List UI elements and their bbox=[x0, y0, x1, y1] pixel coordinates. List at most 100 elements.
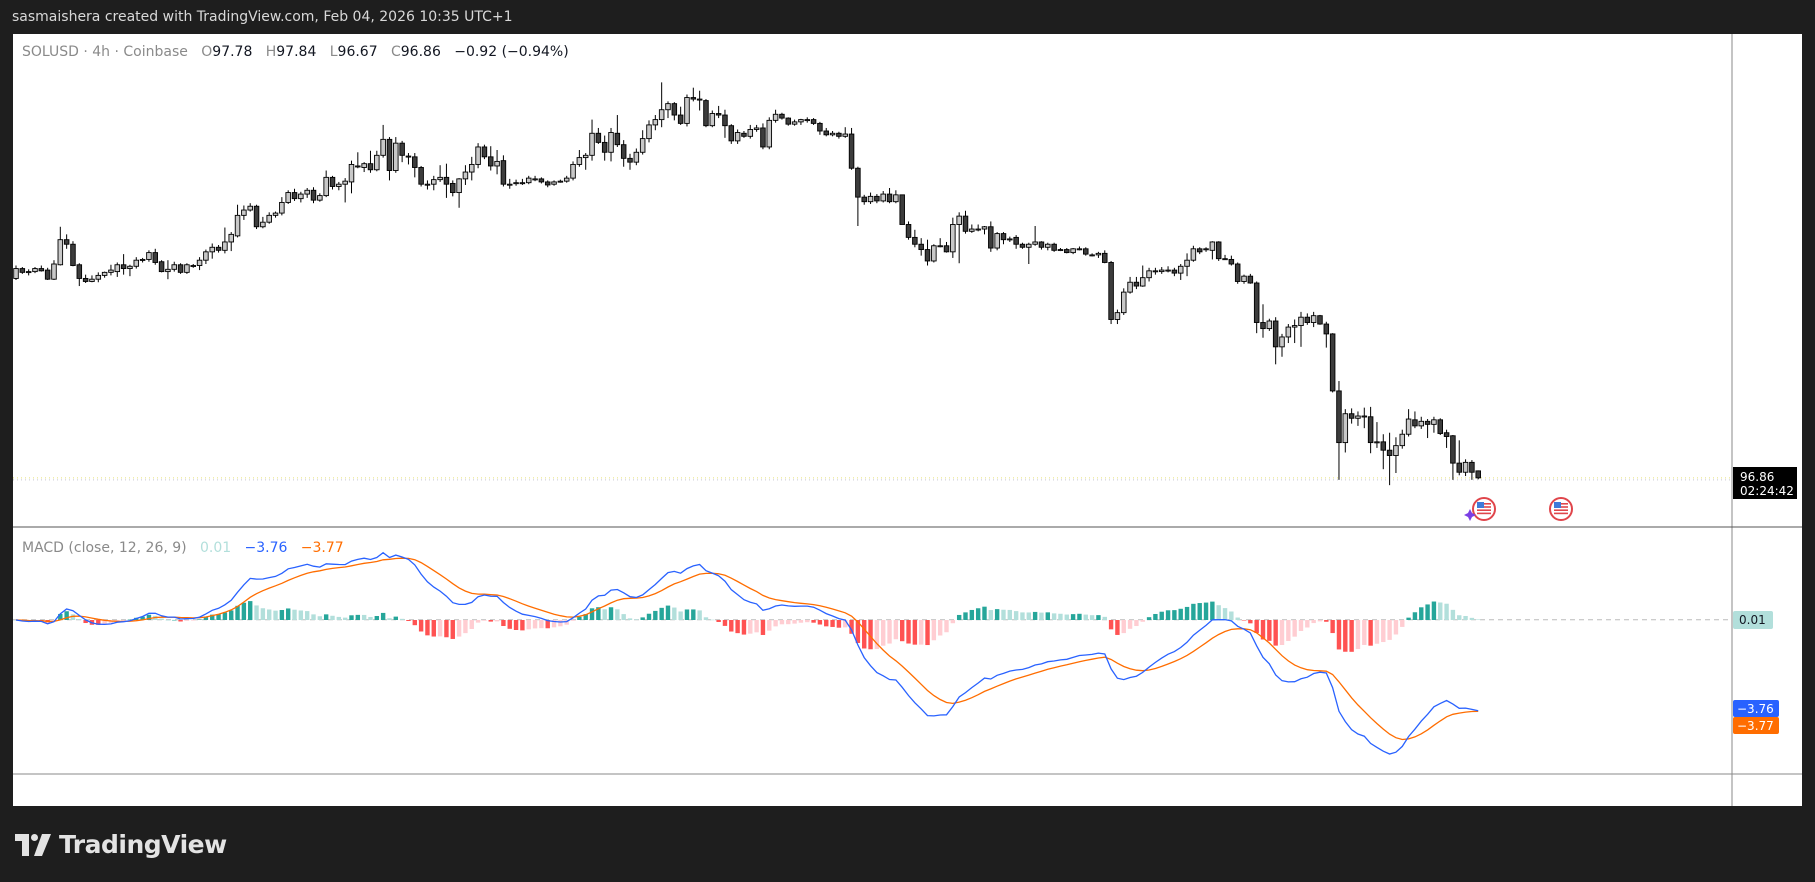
candle bbox=[450, 180, 456, 197]
candle-body-down bbox=[924, 249, 931, 262]
candle-body-down bbox=[715, 113, 722, 116]
candle bbox=[1323, 321, 1330, 348]
symbol-info[interactable]: SOLUSD · 4h · Coinbase bbox=[22, 44, 188, 60]
candle bbox=[696, 90, 703, 111]
candle-body-down bbox=[1317, 315, 1323, 325]
candle bbox=[1285, 324, 1292, 344]
us-flag-event-icon[interactable] bbox=[1549, 497, 1573, 521]
candle-body-up bbox=[127, 265, 133, 270]
histogram-bar bbox=[1013, 611, 1019, 620]
candle bbox=[342, 178, 348, 203]
candle-body-up bbox=[829, 132, 836, 136]
tradingview-logo-icon bbox=[15, 833, 51, 856]
candle bbox=[1228, 255, 1235, 266]
candle bbox=[32, 267, 38, 274]
histogram-bar bbox=[710, 619, 715, 621]
candle bbox=[1386, 432, 1393, 486]
candle bbox=[89, 275, 95, 283]
candle bbox=[51, 260, 57, 280]
candle bbox=[1437, 418, 1443, 435]
candle-body-up bbox=[456, 178, 462, 194]
macd-badge-value: −3.76 bbox=[1737, 702, 1774, 716]
histogram-bar bbox=[805, 620, 810, 623]
histogram-bar bbox=[1203, 602, 1209, 620]
tradingview-logo[interactable]: TradingView bbox=[15, 830, 227, 859]
histogram-bar bbox=[532, 620, 538, 629]
candle bbox=[190, 264, 196, 268]
histogram-bar bbox=[1146, 617, 1152, 620]
candle bbox=[1260, 304, 1266, 338]
candle-body-up bbox=[184, 264, 190, 273]
candle-body-down bbox=[836, 132, 842, 137]
histogram-bar bbox=[956, 614, 962, 620]
candle-body-down bbox=[1323, 323, 1330, 335]
histogram-bar bbox=[304, 611, 310, 620]
candle-body-up bbox=[146, 252, 152, 260]
candle bbox=[95, 272, 102, 283]
histogram-bar bbox=[975, 608, 981, 620]
histogram-bar bbox=[355, 614, 361, 620]
histogram-bar bbox=[1058, 613, 1063, 620]
histogram-bar bbox=[450, 620, 455, 639]
candle-body-down bbox=[741, 132, 747, 137]
candle bbox=[1171, 267, 1178, 277]
histogram-bar bbox=[374, 616, 380, 620]
histogram-bar bbox=[1412, 612, 1418, 620]
candle-body-down bbox=[500, 160, 507, 185]
histogram-bar bbox=[653, 610, 658, 620]
candle-body-up bbox=[1405, 418, 1412, 435]
candle bbox=[601, 135, 608, 161]
histogram-bar bbox=[1450, 609, 1456, 620]
candle bbox=[1462, 459, 1469, 477]
histogram-bar bbox=[798, 620, 804, 623]
histogram-bar bbox=[1178, 608, 1183, 620]
histogram-bar bbox=[1070, 614, 1076, 620]
candle bbox=[336, 181, 342, 191]
macd-title[interactable]: MACD (close, 12, 26, 9) bbox=[22, 540, 187, 556]
candle-body-up bbox=[1361, 415, 1368, 418]
candle bbox=[1399, 429, 1406, 449]
candle bbox=[525, 175, 532, 185]
candle bbox=[715, 105, 722, 119]
histogram-bar bbox=[735, 620, 740, 634]
chart-panel[interactable] bbox=[13, 34, 1802, 806]
histogram-badge-value: 0.01 bbox=[1739, 613, 1766, 627]
histogram-bar bbox=[488, 620, 493, 622]
candle bbox=[874, 194, 880, 204]
candle-body-down bbox=[899, 194, 905, 225]
macd-histogram-value: 0.01 bbox=[200, 540, 232, 556]
candle-body-up bbox=[494, 160, 500, 167]
candle-body-up bbox=[994, 233, 1000, 249]
candle-body-down bbox=[1443, 432, 1450, 437]
candle bbox=[823, 127, 829, 137]
candle-body-up bbox=[355, 165, 361, 168]
candle bbox=[988, 221, 994, 252]
histogram-bar bbox=[121, 620, 126, 621]
candle bbox=[1374, 422, 1380, 448]
candle bbox=[969, 224, 975, 233]
candle bbox=[1304, 313, 1311, 325]
candle bbox=[177, 263, 184, 274]
candle bbox=[82, 274, 89, 283]
histogram-bar bbox=[1026, 612, 1031, 620]
candle-body-up bbox=[1462, 461, 1469, 473]
candle bbox=[639, 130, 646, 155]
us-flag-event-icon[interactable] bbox=[1464, 497, 1496, 521]
candle-body-down bbox=[614, 132, 621, 146]
candle-body-up bbox=[633, 151, 640, 163]
candle bbox=[1367, 406, 1374, 454]
candle-body-up bbox=[272, 212, 279, 216]
candle-body-up bbox=[658, 109, 665, 121]
candle bbox=[1127, 276, 1133, 294]
candle-body-up bbox=[133, 259, 140, 267]
candle bbox=[494, 150, 500, 175]
histogram-bar bbox=[323, 614, 329, 620]
candle-body-up bbox=[1089, 254, 1095, 257]
candle bbox=[532, 175, 538, 182]
candle bbox=[393, 137, 399, 173]
candle bbox=[228, 232, 234, 252]
candle bbox=[810, 118, 817, 125]
histogram-bar bbox=[368, 616, 373, 620]
candle-body-up bbox=[437, 176, 443, 181]
